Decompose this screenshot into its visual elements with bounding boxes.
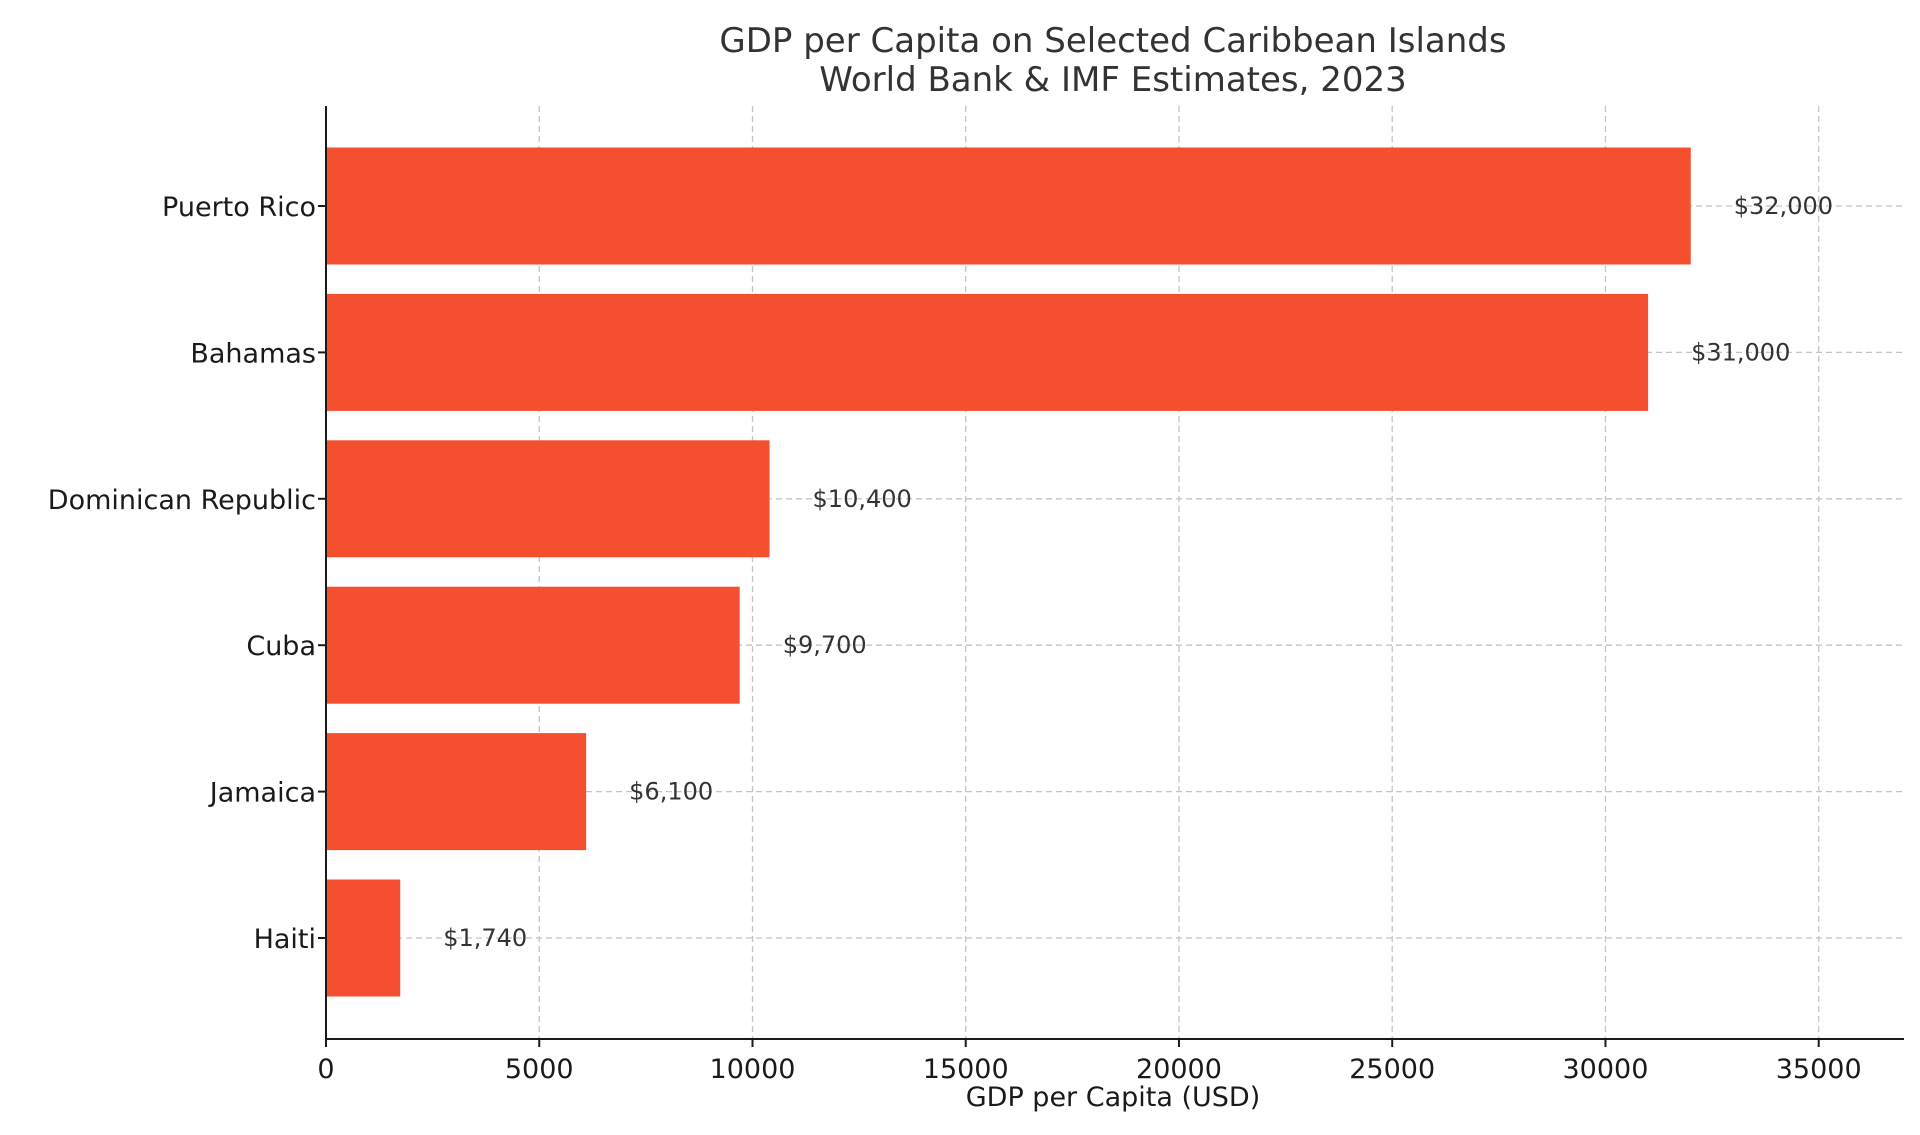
x-axis-label: GDP per Capita (USD) [966, 1082, 1261, 1113]
data-label: $10,400 [813, 485, 912, 513]
x-tick-label: 15000 [923, 1054, 1009, 1085]
y-tick-label: Cuba [246, 631, 316, 662]
x-tick-label: 25000 [1349, 1054, 1435, 1085]
axes: Puerto Rico Bahamas Dominican Republic Cuba… [48, 106, 1904, 1085]
data-label: $31,000 [1691, 338, 1790, 366]
bar [326, 147, 1691, 265]
x-tick-label: 30000 [1563, 1054, 1649, 1085]
data-label: $1,740 [443, 924, 527, 952]
data-labels: $32,000 $31,000 $10,400 $9,700 $6,100 $1,740 [443, 192, 1833, 952]
y-tick-label: Dominican Republic [48, 485, 316, 516]
bar [326, 879, 401, 997]
data-label: $9,700 [783, 631, 867, 659]
chart-title: GDP per Capita on Selected Caribbean Isl… [719, 21, 1506, 61]
chart-subtitle: World Bank & IMF Estimates, 2023 [819, 60, 1407, 100]
y-tick-label: Haiti [254, 924, 316, 955]
bar [326, 733, 587, 851]
x-tick-label: 0 [317, 1054, 334, 1085]
x-tick-label: 10000 [710, 1054, 796, 1085]
data-label: $6,100 [629, 778, 713, 806]
x-tick-label: 20000 [1136, 1054, 1222, 1085]
x-tick-label: 5000 [505, 1054, 574, 1085]
y-tick-label: Puerto Rico [162, 192, 316, 223]
bars [326, 147, 1691, 997]
x-tick-label: 35000 [1776, 1054, 1862, 1085]
y-tick-label: Jamaica [208, 778, 316, 809]
bar [326, 293, 1649, 411]
bar [326, 440, 770, 558]
bar [326, 586, 740, 704]
data-label: $32,000 [1734, 192, 1833, 220]
y-tick-label: Bahamas [190, 338, 316, 369]
